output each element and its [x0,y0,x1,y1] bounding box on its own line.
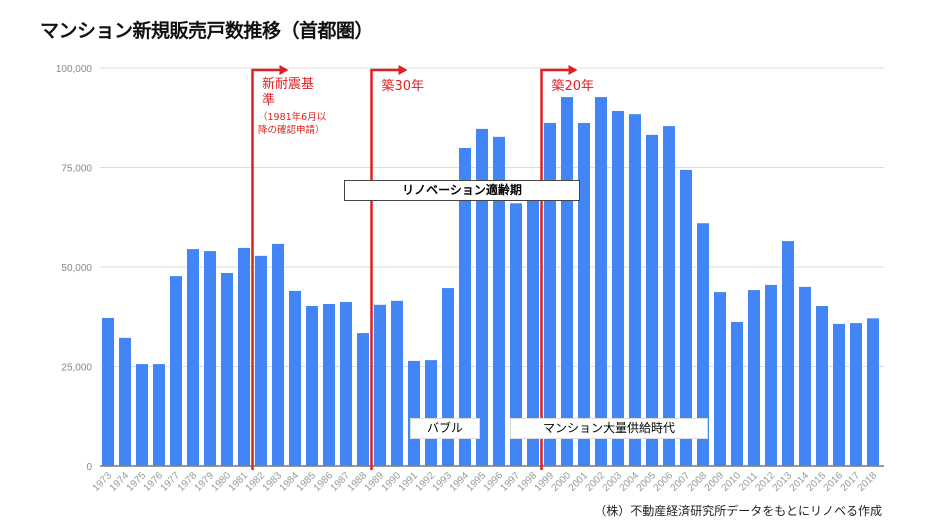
arrow-icon [398,65,408,75]
bar-1996 [493,136,505,466]
bar-2008 [697,223,709,466]
bar-1979 [204,251,216,466]
marker-line-1981 [251,68,283,470]
bar-2009 [714,292,726,466]
bar-1999 [544,122,556,466]
bar-2010 [731,321,743,466]
bar-1978 [187,249,199,466]
bar-1992 [425,360,437,466]
bar-1976 [153,364,165,466]
bar-1980 [221,272,233,466]
bar-1985 [306,306,318,466]
marker-line-1988 [370,68,402,470]
bar-2015 [816,306,828,466]
bar-2017 [850,323,862,466]
bar-1982 [255,255,267,466]
marker-label: 築30年 [382,79,425,94]
bar-2001 [578,122,590,466]
x-tick-label: 2018 [856,470,880,494]
bar-1981 [238,247,250,466]
bar-1995 [476,128,488,467]
bar-2002 [595,97,607,466]
bar-1990 [391,300,403,466]
y-tick-label: 25,000 [61,363,92,374]
bar-1997 [510,203,522,466]
bar-1973 [102,317,114,466]
arrow-icon [568,65,578,75]
bar-1977 [170,276,182,466]
bar-2018 [867,318,879,466]
bar-1988 [357,333,369,466]
annotation-mass-supply: マンション大量供給時代 [510,418,708,439]
bar-1984 [289,290,301,466]
annotation-renovation-period: リノベーション適齢期 [344,180,580,201]
bar-1983 [272,243,284,466]
bar-2013 [782,241,794,466]
y-tick-label: 50,000 [61,263,92,274]
bar-2007 [680,169,692,466]
bar-1987 [340,302,352,466]
y-tick-label: 100,000 [56,64,93,75]
bar-2012 [765,284,777,466]
bar-2014 [799,286,811,466]
marker-label-new-seismic-standard: 新耐震基準 [262,77,315,108]
bar-2005 [646,134,658,466]
bar-2000 [561,97,573,466]
bar-1986 [323,304,335,466]
annotation-bubble: バブル [410,418,480,439]
bar-2011 [748,290,760,466]
marker-label: 築20年 [552,79,595,94]
bar-2004 [629,114,641,466]
bar-1989 [374,304,386,466]
bar-2006 [663,126,675,466]
source-footer: （株）不動産経済研究所データをもとにリノベる作成 [594,504,882,518]
bar-1991 [408,360,420,466]
y-tick-label: 75,000 [61,164,92,175]
bar-1974 [119,337,131,466]
bar-1993 [442,288,454,466]
chart-title: マンション新規販売戸数推移（首都圏） [40,20,374,42]
bar-1975 [136,364,148,466]
arrow-icon [279,65,289,75]
bar-2016 [833,323,845,466]
bar-1994 [459,147,471,467]
marker-note: （1981年6月以降の確認申請） [258,112,327,136]
bar-1998 [527,199,539,466]
y-tick-label: 0 [86,462,92,473]
bar-2003 [612,110,624,466]
marker-line-1998 [540,68,572,470]
